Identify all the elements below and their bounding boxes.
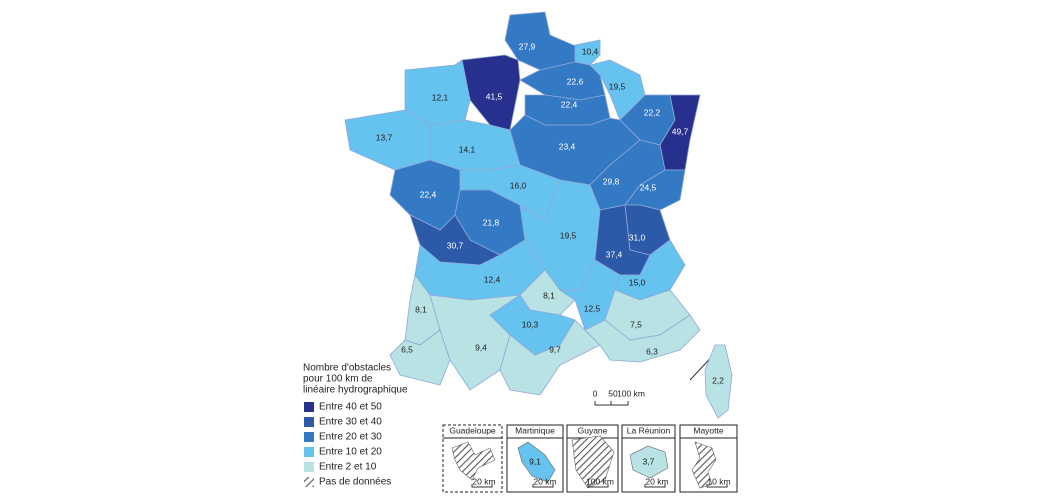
region-value: 13,7 [376,132,393,142]
region [574,39,601,66]
region-value: 8,1 [543,290,555,300]
legend-label: Pas de données [319,477,391,488]
legend-label: Entre 40 et 50 [319,402,382,413]
region-value: 30,7 [447,240,464,250]
legend-label: Entre 10 et 20 [319,447,382,458]
inset-name: Guadeloupe [449,425,496,435]
region-value: 7,5 [630,319,642,329]
region-value: 12,5 [584,303,601,313]
region-value: 22,4 [420,189,437,199]
inset-value: 9,1 [529,456,541,466]
region-value: 22,6 [567,76,584,86]
inset-shape [571,435,615,489]
region-value: 14,1 [459,144,476,154]
inset-scale-bar [471,484,493,488]
region-value: 9,4 [475,342,487,352]
scale-label: 50 [608,388,618,398]
region [461,54,521,131]
region [704,344,733,419]
inset-scale: 100 km [586,476,614,486]
region-value: 10,4 [582,46,599,56]
legend-swatch [304,402,314,412]
region-value: 15,0 [629,277,646,287]
region-value: 12,1 [432,92,449,102]
region-value: 9,7 [549,344,561,354]
inset-scale-bar [587,484,609,488]
inset-scale-bar [644,484,666,488]
region-value: 2,2 [712,375,724,385]
region [389,329,451,386]
legend-swatch [304,477,314,487]
region-value: 23,4 [559,141,576,151]
region-value: 27,9 [519,41,536,51]
inset-scale: 20 km [472,476,495,486]
region-value: 24,5 [640,182,657,192]
inset-shape [451,441,496,481]
inset-name: Martinique [515,425,555,435]
inset-scale: 10 km [707,476,730,486]
legend-label: Entre 20 et 30 [319,432,382,443]
legend-title: Nombre d'obstacles [303,363,391,374]
inset-name: Guyane [578,425,608,435]
region-value: 12,4 [484,274,501,284]
region-value: 8,1 [415,304,427,314]
inset-shape [691,441,717,489]
inset-name: Mayotte [693,425,724,435]
region-value: 19,5 [609,81,626,91]
legend-label: Entre 30 et 40 [319,417,382,428]
inset-name: La Réunion [627,425,671,435]
region-value: 49,7 [672,126,689,136]
region-value: 22,2 [644,107,661,117]
region-value: 6,3 [646,346,658,356]
region-value: 31,0 [629,232,646,242]
region-value: 6,5 [401,344,413,354]
inset-scale-bar [706,484,728,488]
region-value: 29,8 [603,176,620,186]
region [429,294,521,391]
scale-label: 100 km [617,388,645,398]
legend-label: Entre 2 et 10 [319,462,377,473]
scale-bar [594,401,629,406]
region-value: 16,0 [510,180,527,190]
inset-scale-bar [532,484,554,488]
legend-swatch [304,447,314,457]
inset-shape [517,441,556,483]
region-value: 21,8 [483,217,500,227]
legend-swatch [304,432,314,442]
region [584,314,701,363]
region-value: 22,4 [561,99,578,109]
legend-title: linéaire hydrographique [303,385,408,396]
region-value: 19,5 [560,230,577,240]
legend-swatch [304,462,314,472]
inset-scale: 20 km [645,476,668,486]
region-value: 41,5 [486,91,503,101]
legend-title: pour 100 km de [303,374,373,385]
inset-shape [629,445,669,479]
legend-swatch [304,417,314,427]
inset-value: 3,7 [643,456,655,466]
scale-label: 0 [593,388,598,398]
region-value: 10,3 [522,319,539,329]
inset-scale: 20 km [533,476,556,486]
region-value: 37,4 [606,249,623,259]
